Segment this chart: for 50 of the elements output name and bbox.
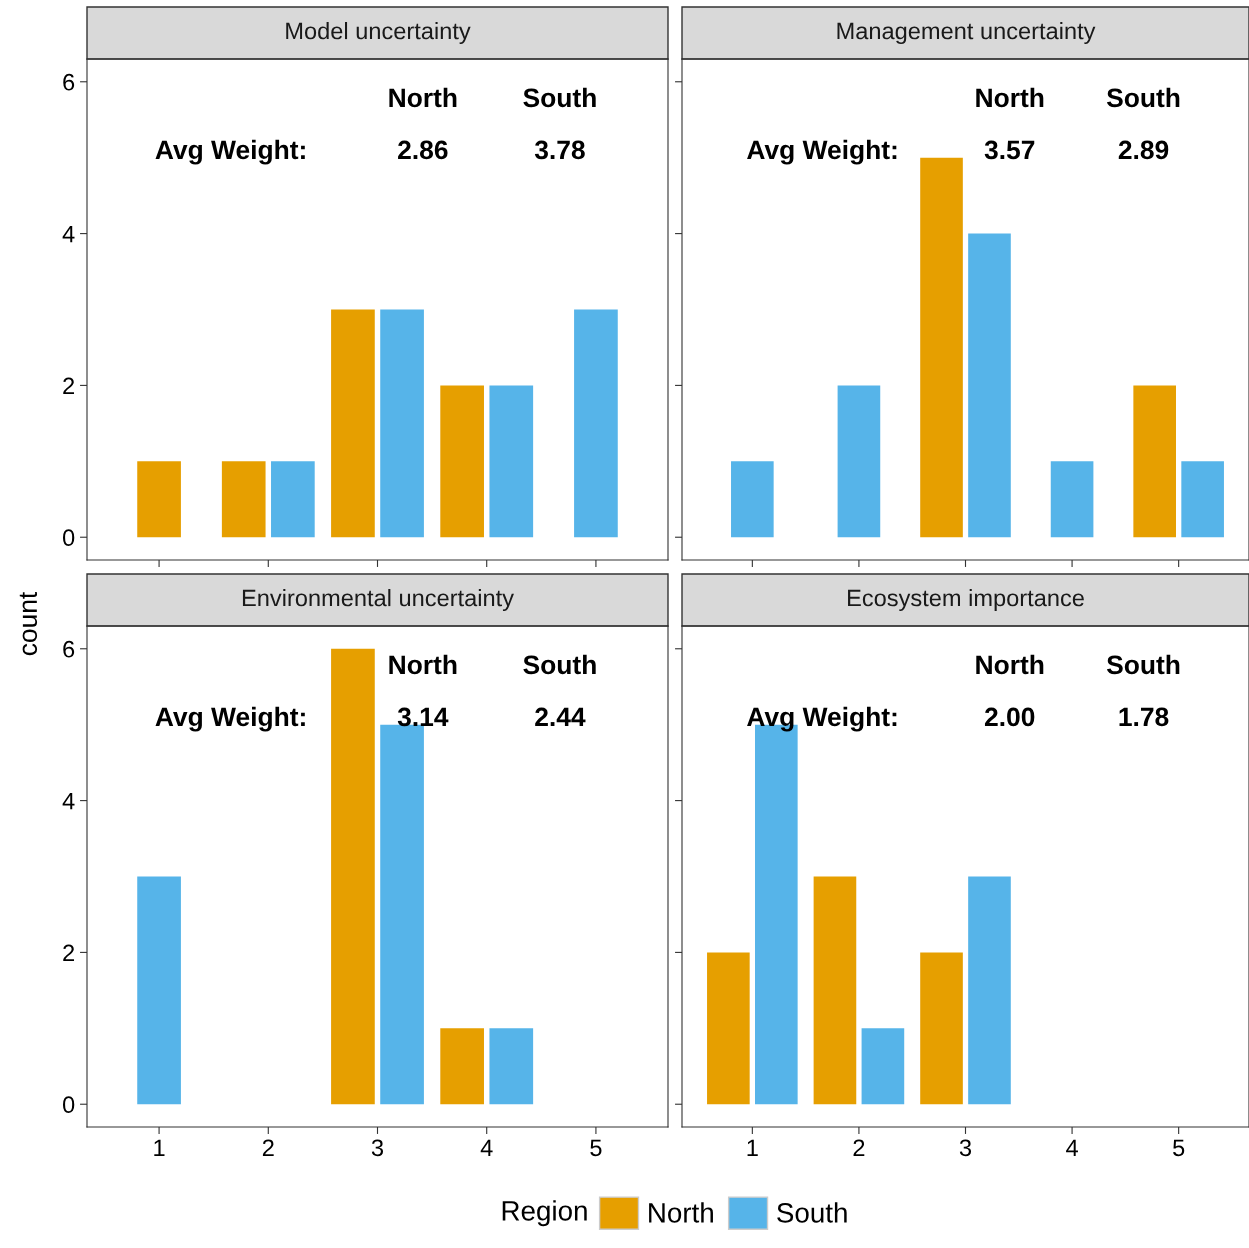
- legend-label: South: [777, 1202, 847, 1223]
- bar: [707, 952, 750, 1105]
- annotation: 1.78: [1119, 707, 1169, 727]
- x-tick-label: 3: [371, 1139, 384, 1157]
- x-tick-label: 3: [959, 1139, 972, 1157]
- x-tick-label: 4: [1066, 1139, 1078, 1156]
- annotation: Avg Weight:: [747, 139, 897, 165]
- y-tick-label: 2: [63, 944, 75, 961]
- annotation: North: [389, 654, 457, 675]
- y-axis-title: count: [19, 591, 38, 656]
- chart-title: Environmental uncertainty: [242, 588, 514, 612]
- annotation: 3.57: [984, 140, 1035, 160]
- bar: [861, 1028, 905, 1105]
- y-tick-label: 6: [63, 73, 75, 91]
- x-tick-label: 2: [853, 1139, 865, 1156]
- x-tick-label: 5: [1173, 1139, 1185, 1157]
- x-tick-label: 2: [262, 1139, 274, 1156]
- annotation: 2.44: [535, 707, 586, 727]
- annotation: 3.78: [534, 140, 585, 160]
- legend-title: Region: [502, 1200, 587, 1227]
- x-tick-label: 5: [590, 1139, 602, 1157]
- annotation: South: [523, 87, 596, 108]
- bar: [920, 952, 963, 1105]
- x-tick-label: 1: [747, 1139, 758, 1156]
- y-tick-label: 0: [62, 529, 75, 547]
- y-tick-label: 6: [63, 640, 75, 658]
- annotation: Avg Weight:: [155, 139, 305, 165]
- y-tick-label: 4: [62, 225, 75, 243]
- chart-title: Ecosystem importance: [848, 588, 1084, 612]
- annotation: North: [389, 87, 457, 108]
- legend-label: North: [649, 1202, 713, 1223]
- annotation: North: [976, 654, 1044, 675]
- annotation: 3.14: [397, 707, 449, 727]
- annotation: South: [523, 654, 596, 675]
- annotation: 2.89: [1118, 140, 1169, 160]
- x-tick-label: 1: [154, 1139, 165, 1156]
- annotation: Avg Weight:: [155, 706, 305, 732]
- y-tick-label: 4: [62, 792, 75, 810]
- annotation: North: [976, 87, 1044, 108]
- annotation: South: [1106, 87, 1180, 108]
- y-tick-label: 2: [63, 377, 75, 394]
- bar: [813, 876, 857, 1105]
- annotation: 2.00: [984, 707, 1035, 727]
- bar: [968, 876, 1011, 1105]
- x-tick-label: 4: [480, 1139, 493, 1156]
- y-tick-label: 0: [62, 1096, 75, 1114]
- annotation: 2.86: [398, 140, 448, 160]
- annotation: South: [1106, 654, 1180, 675]
- chart-title: Model uncertainty: [286, 22, 471, 45]
- chart-title: Management uncertainty: [837, 22, 1096, 45]
